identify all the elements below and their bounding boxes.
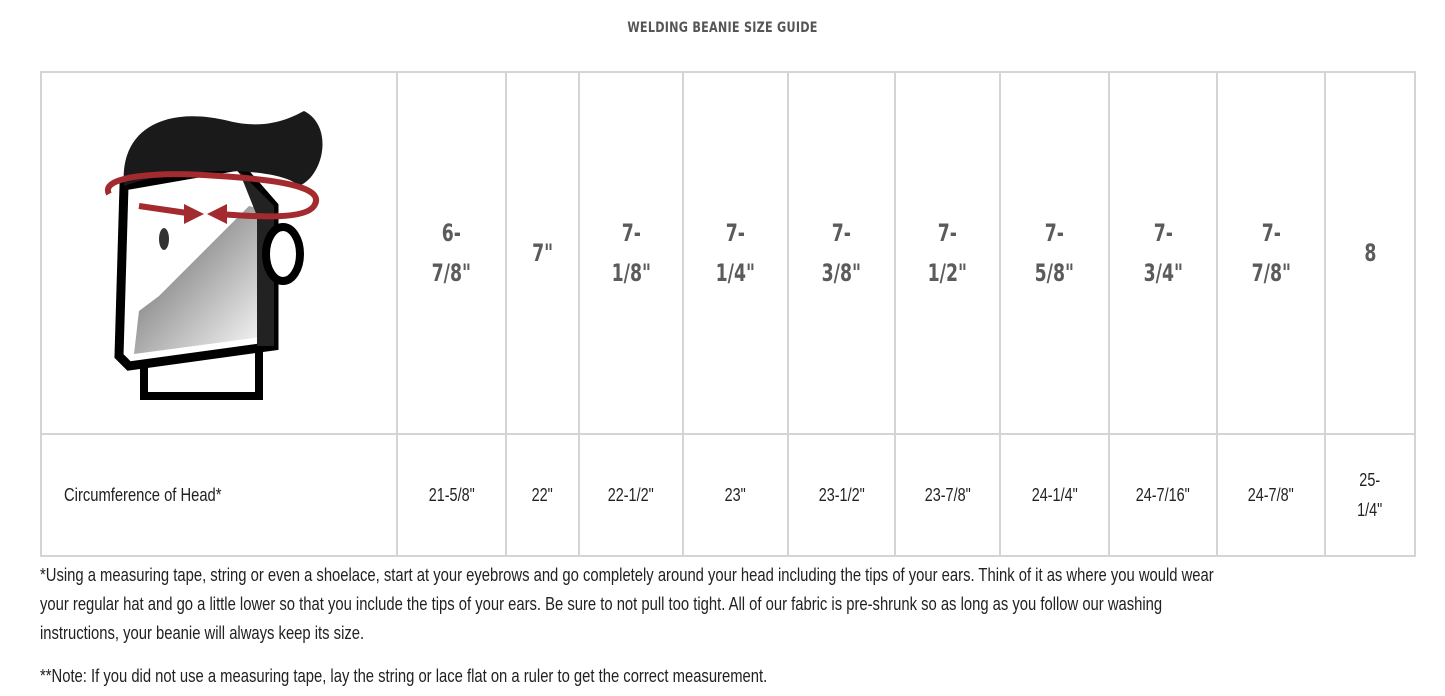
- size-header-cell: 7- 3/4": [1108, 71, 1218, 435]
- size-header-cell: 6- 7/8": [396, 71, 507, 435]
- circumference-cell: 24-1/4": [999, 433, 1110, 557]
- hat-size: 7- 3/4": [1143, 219, 1183, 287]
- page-title: WELDING BEANIE SIZE GUIDE: [627, 20, 818, 36]
- head-illustration-cell: [40, 71, 398, 435]
- circumference-cell: 23-1/2": [787, 433, 896, 557]
- circumference-value: 23": [724, 485, 747, 505]
- size-header-cell: 7": [505, 71, 580, 435]
- size-header-cell: 7- 1/2": [894, 71, 1001, 435]
- circumference-value: 23-1/2": [818, 485, 865, 505]
- circumference-cell: 21-5/8": [396, 433, 507, 557]
- circumference-cell: 22": [505, 433, 580, 557]
- head-measurement-icon: [104, 110, 323, 400]
- size-header-cell: 7- 5/8": [999, 71, 1110, 435]
- circumference-value: 24-7/8": [1248, 485, 1294, 505]
- circumference-cell: 25- 1/4": [1324, 433, 1416, 557]
- hat-size: 7- 7/8": [1251, 219, 1291, 287]
- circumference-value: 24-7/16": [1136, 485, 1190, 505]
- measuring-instructions: *Using a measuring tape, string or even …: [40, 564, 1214, 643]
- ruler-note: **Note: If you did not use a measuring t…: [40, 665, 768, 686]
- size-header-cell: 7- 1/8": [578, 71, 684, 435]
- size-header-cell: 7- 7/8": [1216, 71, 1326, 435]
- hat-size: 7": [531, 239, 554, 267]
- size-header-cell: 7- 1/4": [682, 71, 789, 435]
- hat-size: 7- 3/8": [821, 219, 862, 287]
- circumference-value: 22": [531, 485, 554, 505]
- circumference-value: 23-7/8": [924, 485, 971, 505]
- circumference-value: 21-5/8": [428, 485, 475, 505]
- circumference-value: 25- 1/4": [1357, 470, 1383, 520]
- circumference-cell: 23-7/8": [894, 433, 1001, 557]
- circumference-cell: 23": [682, 433, 789, 557]
- circumference-value: 24-1/4": [1031, 485, 1078, 505]
- size-guide-table: 6- 7/8" 7" 7- 1/8" 7- 1/4" 7- 3/8" 7- 1/2" 7- …: [40, 71, 1416, 557]
- circumference-cell: 24-7/16": [1108, 433, 1218, 557]
- hat-size: 7- 1/8": [611, 219, 651, 287]
- hat-size: 7- 1/4": [715, 219, 756, 287]
- size-header-cell: 7- 3/8": [787, 71, 896, 435]
- circumference-cell: 24-7/8": [1216, 433, 1326, 557]
- hat-size: 7- 5/8": [1034, 219, 1075, 287]
- circumference-value: 22-1/2": [608, 485, 654, 505]
- hat-size: 8: [1363, 239, 1377, 267]
- hat-size: 6- 7/8": [431, 219, 472, 287]
- row-label-circumference: Circumference of Head*: [40, 433, 398, 557]
- size-header-cell: 8: [1324, 71, 1416, 435]
- hat-size: 7- 1/2": [927, 219, 968, 287]
- circumference-cell: 22-1/2": [578, 433, 684, 557]
